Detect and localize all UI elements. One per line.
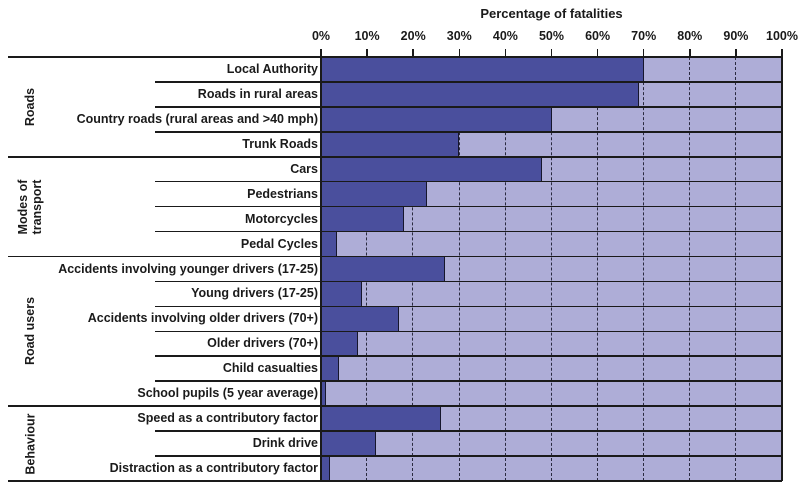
bar (321, 256, 446, 282)
bar (321, 231, 338, 257)
axis-tick-label: 50% (538, 29, 565, 43)
row-label: Child casualties (222, 361, 318, 376)
row-separator (155, 230, 782, 233)
bar (321, 57, 644, 82)
plot-left-border (320, 57, 322, 481)
axis-tick-label: 20% (400, 29, 426, 43)
gridline-40pct (504, 57, 506, 481)
row-separator (155, 430, 782, 432)
bar (321, 431, 377, 457)
axis-tick-mark (320, 49, 322, 57)
axis-tick-label: 80% (677, 29, 703, 43)
row-label: Young drivers (17-25) (191, 286, 318, 301)
bar (321, 181, 428, 207)
chart-title: Percentage of fatalities (480, 6, 623, 21)
row-separator (155, 455, 782, 457)
axis-tick-label: 10% (354, 29, 380, 43)
bar (321, 306, 400, 332)
bar (321, 406, 441, 432)
row-label: Motorcycles (245, 211, 318, 226)
gridline-70pct (642, 57, 644, 481)
bar (321, 131, 460, 157)
row-label: Roads in rural areas (197, 86, 318, 101)
gridline-80pct (689, 57, 690, 481)
row-label: Accidents involving older drivers (70+) (87, 311, 318, 326)
bar (321, 356, 340, 382)
axis-tick-label: 40% (492, 29, 518, 43)
row-label: Pedestrians (247, 186, 318, 201)
row-label: Cars (290, 161, 318, 176)
bar (321, 381, 326, 407)
bar (321, 281, 363, 307)
axis-tick-mark (781, 49, 783, 57)
row-separator (155, 330, 782, 333)
bar (321, 156, 543, 182)
bar (321, 106, 552, 132)
row-label: Local Authority (226, 62, 318, 76)
axis-tick-mark (596, 49, 599, 57)
axis-tick-mark (642, 49, 645, 57)
row-separator (155, 305, 782, 308)
axis-tick-mark (689, 49, 691, 57)
row-label: Pedal Cycles (240, 236, 318, 251)
row-separator (155, 180, 782, 183)
bar (321, 456, 331, 481)
group-label: Roads (23, 87, 37, 126)
gridline-50pct (550, 57, 552, 481)
bar (321, 206, 404, 232)
axis-tick-label: 70% (631, 29, 657, 43)
axis-tick-mark (412, 49, 414, 57)
axis-tick-mark (366, 49, 368, 57)
bar (321, 331, 358, 357)
row-label: Trunk Roads (242, 136, 318, 151)
row-separator (155, 280, 782, 283)
row-separator (155, 131, 782, 133)
row-label: Accidents involving younger drivers (17-… (58, 261, 318, 276)
row-label: Speed as a contributory factor (137, 411, 318, 426)
group-separator (8, 255, 782, 258)
axis-tick-label: 0% (311, 29, 331, 43)
chart-top-border (8, 56, 782, 58)
axis-tick-mark (550, 49, 553, 57)
row-label: Country roads (rural areas and >40 mph) (76, 111, 318, 126)
axis-tick-label: 90% (723, 29, 749, 43)
group-label: Modes of transport (16, 179, 44, 235)
row-separator (155, 81, 782, 83)
group-separator (8, 155, 782, 158)
axis-tick-mark (735, 49, 737, 57)
axis-tick-label: 100% (766, 29, 798, 43)
row-separator (155, 205, 782, 208)
axis-tick-mark (458, 49, 461, 57)
row-label: Older drivers (70+) (207, 336, 318, 351)
group-label: Road users (23, 297, 38, 366)
row-separator (155, 355, 782, 358)
group-separator (8, 405, 782, 407)
row-label: School pupils (5 year average) (137, 386, 318, 401)
bar (321, 81, 640, 107)
row-separator (155, 380, 782, 383)
row-separator (155, 106, 782, 108)
group-label: Behaviour (23, 413, 37, 475)
axis-tick-label: 30% (446, 29, 472, 43)
gridline-60pct (596, 57, 598, 481)
row-label: Distraction as a contributory factor (109, 461, 318, 476)
row-label: Drink drive (252, 436, 318, 451)
axis-tick-mark (504, 49, 507, 57)
gridline-30pct (458, 57, 460, 481)
group-separator (8, 480, 782, 482)
gridline-90pct (735, 57, 737, 481)
plot-right-border (781, 57, 783, 481)
axis-tick-label: 60% (585, 29, 611, 43)
